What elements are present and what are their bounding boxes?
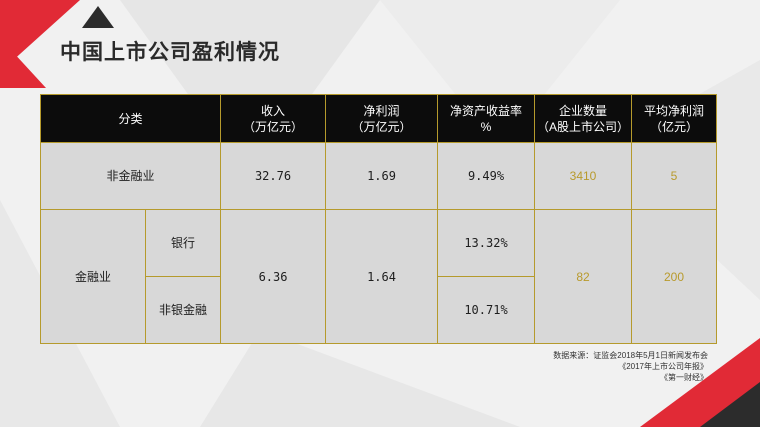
header-roe-label: 净资产收益率	[450, 103, 523, 118]
cell-net-profit: 1.69	[325, 142, 439, 210]
table-row-non-bank: 非银金融 10.71%	[41, 276, 717, 344]
header-avg-profit: 平均净利润 （亿元）	[631, 94, 718, 143]
corner-dark-triangle	[82, 6, 114, 28]
cell-roe: 10.71%	[437, 276, 536, 344]
cell-net-profit: 1.64	[325, 209, 439, 344]
header-revenue-label: 收入	[261, 103, 286, 118]
table-row-bank: 金融业 银行 6.36 1.64 13.32% 82 200	[40, 209, 718, 344]
bg-facet	[380, 0, 620, 150]
bg-facet	[120, 0, 380, 180]
profit-table: 分类 收入 （万亿元） 净利润 （万亿元） 净资产收益率 % 企业数量 （A股上…	[39, 94, 718, 344]
corner-red-triangle-small	[0, 38, 46, 88]
cell-avg-profit: 200	[631, 209, 718, 344]
cell-company-count: 82	[534, 209, 633, 344]
source-line: 《2017年上市公司年报》	[618, 362, 708, 371]
header-roe-unit: %	[480, 119, 492, 134]
header-net-profit: 净利润 （万亿元）	[325, 94, 439, 143]
header-revenue: 收入 （万亿元）	[220, 94, 327, 143]
header-company-count-label: 企业数量	[559, 103, 608, 118]
data-source-note: 数据来源：证监会2018年5月1日新闻发布会 《2017年上市公司年报》 《第一…	[553, 350, 708, 383]
header-avg-profit-label: 平均净利润	[644, 103, 705, 118]
table-header-row: 分类 收入 （万亿元） 净利润 （万亿元） 净资产收益率 % 企业数量 （A股上…	[39, 94, 718, 143]
cell-company-count: 3410	[534, 142, 633, 210]
cell-sublabel: 非银金融	[144, 276, 222, 344]
cell-revenue: 6.36	[220, 209, 327, 344]
cell-label: 非金融业	[39, 142, 222, 210]
header-company-count-unit: （A股上市公司）	[537, 119, 630, 134]
header-avg-profit-unit: （亿元）	[650, 119, 699, 134]
cell-roe: 13.32%	[437, 209, 536, 277]
source-line: 《第一财经》	[660, 373, 708, 382]
table-row-non-financial: 非金融业 32.76 1.69 9.49% 3410 5	[39, 142, 718, 210]
cell-revenue: 32.76	[220, 142, 327, 210]
bg-facet	[200, 330, 520, 427]
page-title: 中国上市公司盈利情况	[60, 41, 280, 64]
header-revenue-unit: （万亿元）	[243, 119, 304, 134]
header-net-profit-label: 净利润	[363, 103, 400, 118]
corner-dark-triangle-br	[700, 382, 760, 427]
cell-label: 金融业	[40, 209, 146, 344]
header-category: 分类	[39, 94, 222, 143]
corner-red-triangle	[0, 0, 80, 72]
cell-sublabel: 银行	[144, 209, 222, 277]
header-net-profit-unit: （万亿元）	[351, 119, 412, 134]
cell-roe: 9.49%	[437, 142, 536, 210]
header-company-count: 企业数量 （A股上市公司）	[534, 94, 633, 143]
header-roe: 净资产收益率 %	[437, 94, 536, 143]
cell-avg-profit: 5	[631, 142, 718, 210]
source-line: 数据来源：证监会2018年5月1日新闻发布会	[553, 351, 708, 360]
